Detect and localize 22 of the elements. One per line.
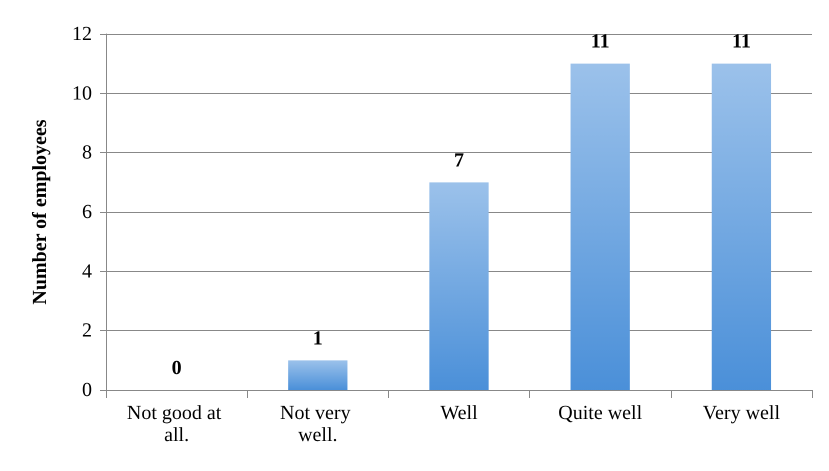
- bar: [288, 360, 348, 390]
- y-tick-label: 4: [82, 260, 92, 282]
- data-label: 1: [312, 327, 323, 350]
- bar: [570, 64, 630, 390]
- bar: [429, 182, 489, 390]
- data-label: 7: [454, 149, 464, 172]
- y-tick-label: 2: [82, 320, 92, 342]
- y-tick-label: 12: [72, 23, 92, 45]
- data-label: 0: [172, 357, 182, 379]
- y-tick-label: 6: [82, 201, 92, 223]
- x-tick-label: Very well: [702, 402, 780, 424]
- data-label: 11: [590, 30, 610, 53]
- x-tick-label: Not very well.: [280, 402, 356, 446]
- y-tick-label: 8: [82, 142, 92, 164]
- data-label: 11: [732, 30, 751, 53]
- x-tick-label: Not good at all.: [126, 402, 226, 446]
- bar: [712, 64, 772, 390]
- x-tick-label: Quite well: [558, 402, 643, 424]
- y-axis-title: Number of employees: [29, 119, 51, 305]
- y-tick-label: 0: [82, 379, 92, 401]
- y-tick-label: 10: [72, 82, 92, 104]
- x-tick-label: Well: [440, 402, 478, 424]
